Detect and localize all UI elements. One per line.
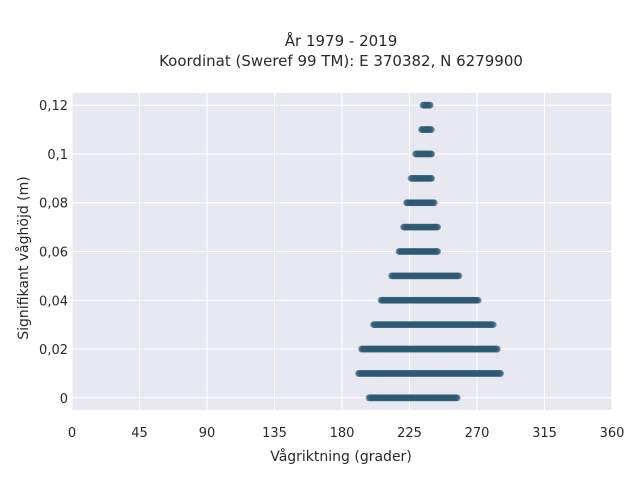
x-axis-ticks: 0 45 90 135 180 225 270 315 360 bbox=[68, 426, 625, 441]
y-tick-label-2: 0,04 bbox=[39, 294, 68, 309]
data-point-band-11-11 bbox=[428, 126, 435, 133]
data-point-band-9-23 bbox=[428, 174, 436, 182]
x-tick-label-5: 225 bbox=[397, 426, 422, 441]
data-point-band-0-98 bbox=[453, 394, 461, 402]
y-axis-label: Signifikant våghöjd (m) bbox=[15, 176, 32, 339]
x-tick-label-8: 360 bbox=[600, 426, 625, 441]
x-tick-label-4: 180 bbox=[330, 426, 355, 441]
grid-lines bbox=[71, 93, 613, 410]
data-point-band-2-151 bbox=[494, 345, 501, 353]
x-tick-label-3: 135 bbox=[262, 426, 287, 441]
data-point-band-6-43 bbox=[434, 248, 442, 255]
x-tick-label-6: 270 bbox=[465, 426, 490, 441]
data-points bbox=[355, 101, 505, 402]
data-point-band-3-133 bbox=[489, 321, 497, 329]
data-point-band-8-31 bbox=[431, 199, 438, 207]
y-tick-label-0: 0 bbox=[60, 392, 68, 407]
x-tick-label-0: 0 bbox=[68, 426, 76, 441]
x-tick-label-2: 90 bbox=[199, 426, 216, 441]
chart-title: År 1979 - 2019 bbox=[285, 31, 398, 50]
data-point-band-7-38 bbox=[434, 223, 442, 231]
y-tick-label-1: 0,02 bbox=[39, 343, 68, 358]
x-tick-label-1: 45 bbox=[131, 426, 148, 441]
data-point-band-10-18 bbox=[428, 150, 436, 158]
data-point-band-4-108 bbox=[474, 296, 482, 304]
x-tick-label-7: 315 bbox=[532, 426, 557, 441]
y-tick-label-4: 0,08 bbox=[39, 197, 68, 212]
y-tick-label-3: 0,06 bbox=[39, 246, 68, 261]
y-tick-label-5: 0,1 bbox=[47, 148, 68, 163]
data-point-band-12-8 bbox=[426, 101, 434, 109]
y-tick-label-6: 0,12 bbox=[39, 99, 68, 114]
chart-subtitle: Koordinat (Sweref 99 TM): E 370382, N 62… bbox=[159, 52, 523, 70]
data-point-band-5-75 bbox=[455, 272, 463, 280]
y-axis-ticks: 0 0,02 0,04 0,06 0,08 0,1 0,12 bbox=[39, 99, 68, 407]
x-axis-label: Vågriktning (grader) bbox=[270, 448, 412, 465]
data-point-band-1-158 bbox=[497, 370, 505, 377]
